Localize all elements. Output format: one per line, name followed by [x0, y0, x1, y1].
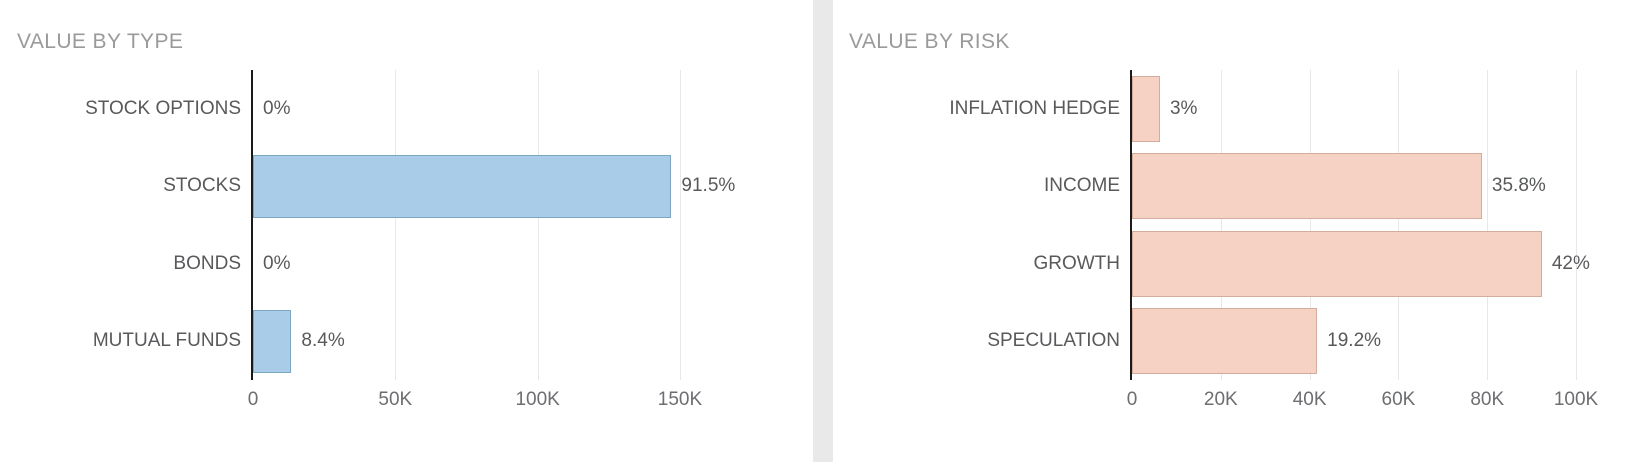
gridline-20k [1220, 70, 1222, 380]
value-by-risk-card: VALUE BY RISK 0 20K 40K 60K 80K 100K INFLATION… [833, 0, 1648, 462]
x-tick-100k: 100K [515, 389, 560, 410]
gridline-80k [1487, 70, 1489, 380]
value-by-type-chart: 0 50K 100K 150K STOCK OPTIONS 0% STOCKS 91.5% BO… [0, 0, 813, 462]
gridline-150k [679, 70, 681, 380]
value-label-income: 35.8% [1491, 175, 1546, 197]
bar-growth [1132, 230, 1542, 297]
x-tick-50k: 50K [378, 389, 413, 410]
category-label-bonds: BONDS [173, 252, 241, 274]
bar-mutual-funds [253, 309, 292, 373]
y-axis-line [251, 70, 253, 380]
x-tick-20k: 20K [1203, 389, 1238, 410]
x-tick-80k: 80K [1470, 389, 1505, 410]
bar-stocks [253, 154, 672, 218]
category-label-inflation-hedge: INFLATION HEDGE [949, 97, 1120, 119]
x-tick-0: 0 [1126, 389, 1138, 410]
value-label-stock-options: 0% [263, 97, 291, 119]
gridline-40k [1309, 70, 1311, 380]
value-label-mutual-funds: 8.4% [301, 330, 345, 352]
category-label-income: INCOME [1044, 175, 1120, 197]
gridline-50k [395, 70, 397, 380]
y-axis-line [1130, 70, 1132, 380]
category-label-stocks: STOCKS [163, 175, 241, 197]
category-label-stock-options: STOCK OPTIONS [85, 97, 241, 119]
value-label-bonds: 0% [263, 252, 291, 274]
value-label-inflation-hedge: 3% [1169, 97, 1198, 119]
gridline-100k [537, 70, 539, 380]
x-tick-40k: 40K [1292, 389, 1327, 410]
value-by-risk-chart: 0 20K 40K 60K 80K 100K INFLATION HEDGE 3% INCOME… [833, 0, 1648, 462]
value-label-stocks: 91.5% [681, 175, 736, 197]
value-label-growth: 42% [1551, 252, 1590, 274]
x-tick-150k: 150K [657, 389, 703, 410]
bar-speculation [1132, 308, 1318, 375]
gridline-60k [1398, 70, 1400, 380]
value-label-speculation: 19.2% [1327, 330, 1382, 352]
card-divider [813, 0, 833, 462]
x-tick-100k: 100K [1553, 389, 1599, 410]
bar-income [1132, 153, 1482, 220]
x-tick-60k: 60K [1381, 389, 1416, 410]
category-label-growth: GROWTH [1033, 252, 1120, 274]
category-label-mutual-funds: MUTUAL FUNDS [92, 330, 241, 352]
x-tick-0: 0 [247, 389, 259, 410]
value-by-risk-title: VALUE BY RISK [849, 30, 1010, 53]
value-by-type-card: VALUE BY TYPE 0 50K 100K 150K STOCK OPTIONS 0… [0, 0, 813, 462]
bar-inflation-hedge [1132, 75, 1160, 142]
gridline-100k [1576, 70, 1578, 380]
value-by-type-title: VALUE BY TYPE [17, 30, 184, 53]
category-label-speculation: SPECULATION [987, 330, 1120, 352]
